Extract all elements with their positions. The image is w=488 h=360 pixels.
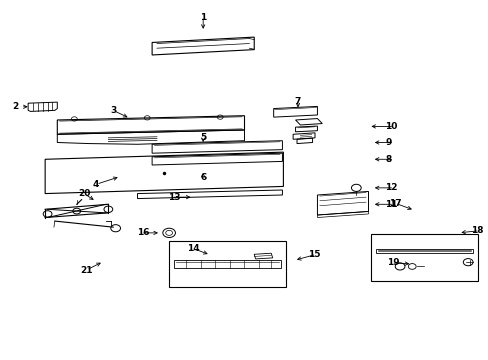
- Text: 12: 12: [385, 183, 397, 192]
- Text: 8: 8: [385, 155, 391, 164]
- Text: 16: 16: [137, 228, 149, 237]
- Text: 17: 17: [388, 199, 401, 208]
- Text: 21: 21: [80, 266, 93, 275]
- Text: 2: 2: [12, 102, 18, 111]
- Text: 14: 14: [187, 244, 200, 253]
- Text: 10: 10: [385, 122, 397, 131]
- Text: 19: 19: [386, 258, 399, 267]
- Text: 9: 9: [385, 138, 391, 147]
- Text: 1: 1: [200, 13, 206, 22]
- Text: 18: 18: [469, 226, 482, 235]
- Bar: [370, 234, 477, 281]
- Text: 3: 3: [110, 106, 116, 115]
- Text: 7: 7: [294, 97, 301, 106]
- Text: 4: 4: [93, 180, 99, 189]
- Text: 6: 6: [200, 173, 206, 182]
- Text: 11: 11: [385, 200, 397, 209]
- Text: 13: 13: [167, 193, 180, 202]
- Bar: [169, 241, 285, 287]
- Text: 20: 20: [78, 189, 90, 198]
- Text: 15: 15: [307, 250, 320, 259]
- Text: 5: 5: [200, 133, 206, 142]
